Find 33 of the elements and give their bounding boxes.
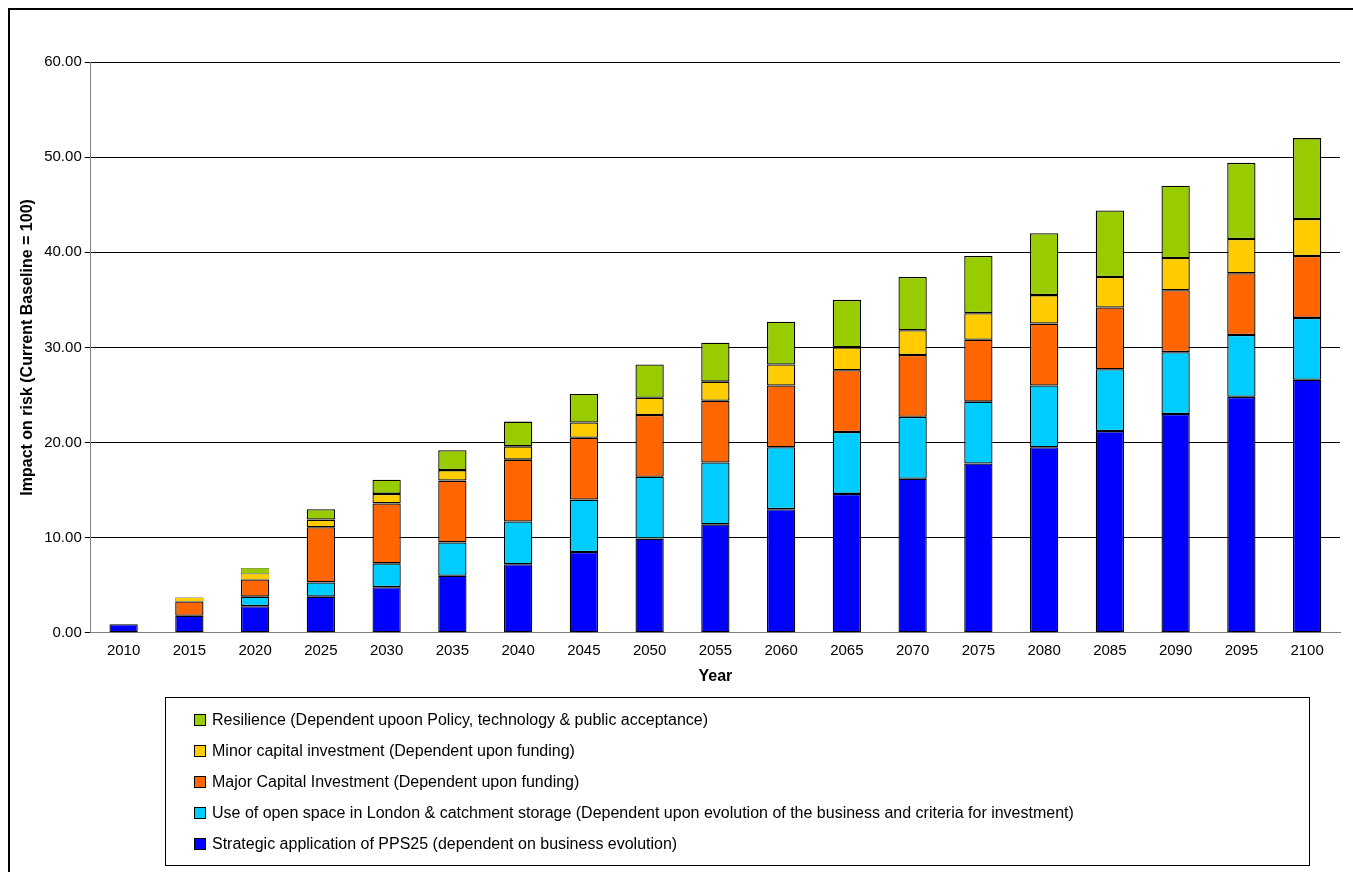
x-tick-label: 2010 — [106, 640, 141, 658]
x-tick-label: 2020 — [238, 640, 272, 658]
x-tick-label: 2075 — [961, 640, 996, 658]
x-tick-label: 2100 — [1290, 640, 1324, 658]
legend-label: Strategic application of PPS25 (dependent on business evolution) — [212, 834, 678, 853]
x-tick-label: 2035 — [435, 640, 470, 658]
x-tick-label: 2030 — [369, 640, 404, 658]
y-axis-title: Impact on risk (Current Baseline = 100) — [18, 199, 36, 496]
legend-label: Resilience (Dependent upoon Policy, technology & public acceptance) — [212, 710, 709, 729]
y-tick-label: 0.00 — [52, 622, 82, 640]
x-tick-label: 2055 — [698, 640, 733, 658]
x-tick-label: 2025 — [304, 640, 338, 658]
x-tick-label: 2060 — [764, 640, 798, 658]
x-axis-title: Year — [698, 666, 733, 684]
legend-label: Use of open space in London & catchment storage (Dependent upon evolution of the business and criteria for investment) — [212, 803, 1074, 822]
x-tick-label: 2080 — [1027, 640, 1061, 658]
legend-label: Minor capital investment (Dependent upon funding) — [212, 741, 575, 760]
x-tick-label: 2070 — [895, 640, 930, 658]
y-tick-label: 50.00 — [44, 147, 82, 165]
x-tick-label: 2095 — [1224, 640, 1259, 658]
x-tick-label: 2090 — [1158, 640, 1193, 658]
x-tick-label: 2085 — [1093, 640, 1127, 658]
y-tick-label: 30.00 — [44, 337, 82, 355]
y-tick-label: 10.00 — [44, 527, 82, 545]
x-tick-label: 2045 — [567, 640, 601, 658]
x-tick-label: 2050 — [632, 640, 667, 658]
x-tick-label: 2040 — [501, 640, 535, 658]
y-tick-label: 60.00 — [44, 52, 82, 70]
y-tick-label: 20.00 — [44, 432, 82, 450]
x-tick-label: 2015 — [172, 640, 207, 658]
x-tick-label: 2065 — [830, 640, 864, 658]
legend-label: Major Capital Investment (Dependent upon funding) — [212, 772, 580, 791]
y-tick-label: 40.00 — [44, 242, 82, 260]
